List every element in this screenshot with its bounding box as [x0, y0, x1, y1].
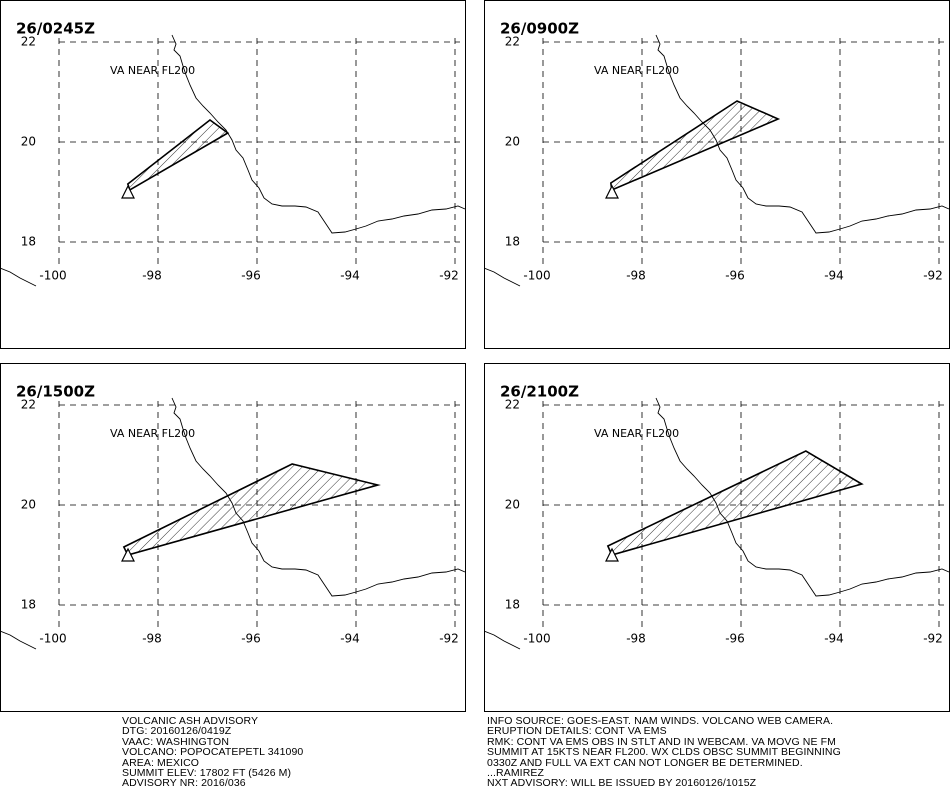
map-panel: 22 20 18 -100 -98 -96 -94 -92 26/2100Z VA NEAR FL… — [484, 363, 950, 712]
advisory-line: 0330Z AND FULL VA EXT CAN NOT LONGER BE … — [487, 756, 803, 769]
time-label: 26/0245Z — [16, 20, 95, 38]
lon-label: -98 — [626, 269, 646, 283]
advisory-line: ERUPTION DETAILS: CONT VA EMS — [487, 725, 667, 738]
advisory-line: SUMMIT AT 15KTS NEAR FL200. WX CLDS OBSC… — [487, 746, 841, 759]
coastline — [484, 267, 521, 287]
coastline — [0, 630, 37, 650]
lon-label: -100 — [523, 632, 550, 646]
lat-label: 18 — [505, 235, 520, 249]
map-panel: 22 20 18 -100 -98 -96 -94 -92 26/0900Z VA NEAR FL… — [484, 0, 950, 349]
panel-border — [484, 0, 950, 349]
advisory-line: NXT ADVISORY: WILL BE ISSUED BY 20160126… — [487, 777, 757, 790]
volcano-symbol — [121, 547, 135, 562]
advisory-line: RMK: CONT VA EMS OBS IN STLT AND IN WEBC… — [487, 735, 836, 748]
lon-label: -94 — [340, 632, 360, 646]
advisory-line: ADVISORY NR: 2016/036 — [122, 777, 246, 790]
time-label: 26/1500Z — [16, 383, 95, 401]
advisory-left: VOLCANIC ASH ADVISORY DTG: 20160126/0419Z… — [122, 716, 303, 789]
advisory-line: VOLCANO: POPOCATEPETL 341090 — [122, 746, 304, 759]
coastline — [171, 397, 466, 597]
lat-label: 22 — [505, 398, 520, 412]
lon-label: -94 — [824, 269, 844, 283]
coastline — [655, 397, 950, 597]
lon-label: -94 — [340, 269, 360, 283]
map-panel: 22 20 18 -100 -98 -96 -94 -92 26/1500Z VA NEAR FL… — [0, 363, 466, 712]
lon-label: -92 — [439, 632, 459, 646]
lon-label: -96 — [241, 269, 261, 283]
advisory-line: ...RAMIREZ — [487, 767, 545, 780]
advisory-line: VOLCANIC ASH ADVISORY — [122, 715, 259, 727]
lon-label: -92 — [923, 269, 943, 283]
volcano-symbol — [121, 184, 135, 199]
lat-label: 18 — [21, 598, 36, 612]
lon-label: -94 — [824, 632, 844, 646]
lon-label: -96 — [725, 269, 745, 283]
volcano-symbol — [605, 547, 619, 562]
coastline — [171, 34, 466, 234]
lat-label: 18 — [21, 235, 36, 249]
advisory-right: INFO SOURCE: GOES-EAST. NAM WINDS. VOLCA… — [487, 716, 841, 789]
lon-label: -100 — [523, 269, 550, 283]
panel-border — [0, 0, 466, 349]
annotation: VA NEAR FL200 — [110, 64, 195, 77]
lat-label: 20 — [21, 135, 36, 149]
ash-cloud — [609, 100, 781, 192]
volcano-symbol — [605, 184, 619, 199]
lat-label: 22 — [21, 35, 36, 49]
lon-label: -98 — [626, 632, 646, 646]
annotation: VA NEAR FL200 — [110, 427, 195, 440]
coastline — [655, 34, 950, 234]
annotation: VA NEAR FL200 — [594, 64, 679, 77]
lon-label: -98 — [142, 632, 162, 646]
panel-border — [0, 363, 466, 712]
lon-label: -98 — [142, 269, 162, 283]
lat-label: 20 — [505, 135, 520, 149]
lat-label: 20 — [21, 498, 36, 512]
lon-label: -96 — [241, 632, 261, 646]
lat-label: 22 — [21, 398, 36, 412]
lon-label: -100 — [39, 632, 66, 646]
lon-label: -92 — [923, 632, 943, 646]
annotation: VA NEAR FL200 — [594, 427, 679, 440]
lon-label: -96 — [725, 632, 745, 646]
coastline — [484, 630, 521, 650]
advisory-line: INFO SOURCE: GOES-EAST. NAM WINDS. VOLCA… — [487, 715, 834, 727]
advisory-line: VAAC: WASHINGTON — [122, 735, 229, 748]
ash-cloud — [126, 118, 230, 192]
advisory-line: AREA: MEXICO — [122, 756, 200, 769]
coastline — [0, 267, 37, 287]
ash-cloud — [122, 463, 381, 556]
lat-label: 22 — [505, 35, 520, 49]
panel-border — [484, 363, 950, 712]
time-label: 26/0900Z — [500, 20, 579, 38]
lon-label: -100 — [39, 269, 66, 283]
lat-label: 18 — [505, 598, 520, 612]
lat-label: 20 — [505, 498, 520, 512]
time-label: 26/2100Z — [500, 383, 579, 401]
lon-label: -92 — [439, 269, 459, 283]
advisory-line: DTG: 20160126/0419Z — [122, 725, 232, 738]
advisory-line: SUMMIT ELEV: 17802 FT (5426 M) — [122, 767, 292, 780]
map-panel: 22 20 18 -100 -98 -96 -94 -92 26/0245Z VA NEAR FL… — [0, 0, 466, 349]
